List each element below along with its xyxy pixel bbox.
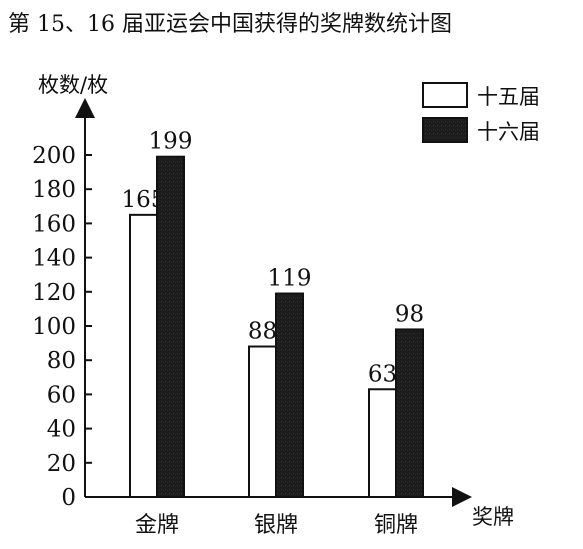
category-label: 铜牌 — [374, 513, 418, 538]
data-label: 119 — [268, 266, 312, 292]
y-tick-label: 140 — [32, 246, 76, 272]
y-tick-label: 0 — [61, 485, 76, 511]
y-tick-label: 40 — [47, 417, 76, 443]
bar-series-1-1 — [129, 213, 158, 498]
y-tick-label: 80 — [47, 348, 76, 374]
bar-series-1-3 — [368, 388, 397, 498]
legend: 十五届 十六届 — [422, 82, 540, 144]
data-label: 199 — [149, 129, 193, 155]
x-axis-label: 奖牌 — [472, 505, 514, 529]
y-ticks: 0 20 40 60 80 100 120 140 160 180 200 — [32, 143, 92, 511]
category-labels: 金牌 银牌 铜牌 — [135, 513, 418, 538]
y-axis-label: 枚数/枚 — [38, 73, 108, 97]
category-label: 银牌 — [254, 513, 298, 538]
data-label: 88 — [248, 319, 277, 345]
data-label: 63 — [368, 361, 397, 387]
y-tick-label: 60 — [47, 382, 76, 408]
bar-series-2-2 — [275, 292, 304, 499]
legend-label-series-2: 十六届 — [477, 120, 540, 144]
legend-swatch-series-2 — [422, 117, 468, 143]
bar-series-1-2 — [248, 345, 277, 498]
y-tick-label: 160 — [32, 211, 76, 237]
y-tick-label: 180 — [32, 177, 76, 203]
bar-series-2-3 — [395, 328, 424, 499]
y-tick-label: 120 — [32, 280, 76, 306]
y-tick-label: 100 — [32, 314, 76, 340]
legend-swatch-series-1 — [422, 82, 468, 108]
data-label: 98 — [395, 301, 424, 327]
legend-label-series-1: 十五届 — [477, 85, 540, 109]
category-label: 金牌 — [135, 513, 179, 538]
y-tick-label: 20 — [47, 451, 76, 477]
bar-series-2-1 — [156, 155, 185, 499]
chart-title: 第 15、16 届亚运会中国获得的奖牌数统计图 — [8, 12, 452, 37]
y-tick-label: 200 — [32, 143, 76, 169]
